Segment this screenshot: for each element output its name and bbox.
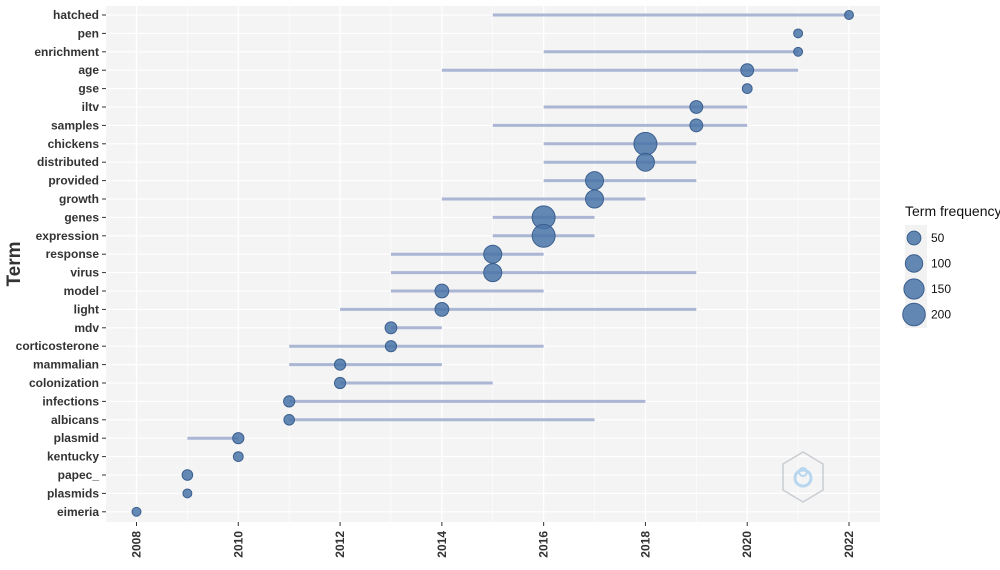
y-axis: hatched pen enrichment age gse iltv samples chi… <box>16 8 106 519</box>
y-tick-label: expression <box>36 229 99 243</box>
y-tick-label: corticosterone <box>16 339 100 353</box>
y-tick-label: provided <box>48 174 99 188</box>
y-tick-label: samples <box>51 118 99 132</box>
y-tick-label: iltv <box>82 100 100 114</box>
y-axis-title: Term <box>4 241 25 286</box>
y-tick-label: light <box>74 302 99 316</box>
term-points <box>131 10 854 517</box>
point-enrichment <box>793 46 804 57</box>
legend-label: 150 <box>931 282 951 296</box>
term-range-lines <box>187 13 849 440</box>
y-tick-label: albicans <box>51 413 99 427</box>
y-tick-label: chickens <box>48 137 100 151</box>
point-pen <box>793 28 804 39</box>
y-tick-label: plasmids <box>47 486 99 500</box>
legend-label: 100 <box>931 257 951 271</box>
x-tick-label: 2010 <box>231 531 245 558</box>
point-light <box>434 302 450 317</box>
y-tick-label: model <box>64 284 99 298</box>
y-tick-label: distributed <box>37 155 99 169</box>
point-albicans <box>283 414 295 426</box>
y-tick-label: enrichment <box>34 45 99 59</box>
watermark-logo-icon <box>782 451 824 503</box>
legend-point <box>903 278 925 300</box>
point-eimeria <box>131 506 142 517</box>
point-iltv <box>689 100 704 114</box>
point-age <box>740 63 755 78</box>
legend-title: Term frequency <box>905 203 1000 219</box>
y-tick-label: mdv <box>74 321 99 335</box>
point-response <box>483 244 503 264</box>
y-tick-label: genes <box>64 210 99 224</box>
y-tick-label: response <box>46 247 100 261</box>
x-tick-label: 2022 <box>842 531 856 558</box>
point-samples <box>689 118 704 133</box>
legend: Term frequency 50 100 150 200 <box>902 203 1000 328</box>
y-tick-label: papec_ <box>58 468 100 482</box>
x-axis: 2008 2010 2012 2014 2016 2018 2020 2022 <box>130 522 856 558</box>
y-tick-label: kentucky <box>47 450 99 464</box>
y-tick-label: growth <box>59 192 99 206</box>
point-papec <box>181 469 194 481</box>
x-tick-label: 2018 <box>638 531 652 558</box>
point-growth <box>585 189 605 209</box>
x-tick-label: 2020 <box>740 531 754 558</box>
point-mdv <box>384 321 398 335</box>
point-virus <box>483 263 503 283</box>
x-tick-label: 2008 <box>130 531 144 558</box>
legend-point <box>906 230 922 246</box>
x-tick-label: 2014 <box>435 531 449 558</box>
y-tick-label: colonization <box>29 376 99 390</box>
point-plasmid <box>232 432 245 445</box>
legend-point <box>902 302 926 327</box>
y-tick-label: eimeria <box>57 505 99 519</box>
point-colonization <box>333 376 347 390</box>
point-model <box>434 283 450 299</box>
point-plasmids <box>182 488 193 499</box>
y-tick-label: virus <box>70 266 99 280</box>
legend-point <box>904 254 924 273</box>
legend-label: 200 <box>931 308 951 322</box>
y-tick-label: hatched <box>53 8 99 22</box>
point-provided <box>585 171 605 191</box>
point-mammalian <box>333 358 347 371</box>
y-tick-label: infections <box>42 394 99 408</box>
x-tick-label: 2016 <box>537 531 551 558</box>
y-tick-label: gse <box>78 82 99 96</box>
point-hatched <box>844 10 854 20</box>
point-infections <box>283 395 296 408</box>
y-tick-label: plasmid <box>54 431 99 445</box>
point-corticosterone <box>384 340 398 353</box>
point-expression <box>531 223 556 248</box>
point-gse <box>741 83 753 95</box>
y-tick-label: mammalian <box>33 358 99 372</box>
point-chickens <box>633 131 658 156</box>
y-tick-label: pen <box>78 26 99 40</box>
point-distributed <box>635 152 655 172</box>
y-tick-label: age <box>78 63 99 77</box>
legend-label: 50 <box>931 231 945 245</box>
x-tick-label: 2012 <box>333 531 347 558</box>
legend-key-background <box>905 225 927 328</box>
point-kentucky <box>232 451 244 463</box>
